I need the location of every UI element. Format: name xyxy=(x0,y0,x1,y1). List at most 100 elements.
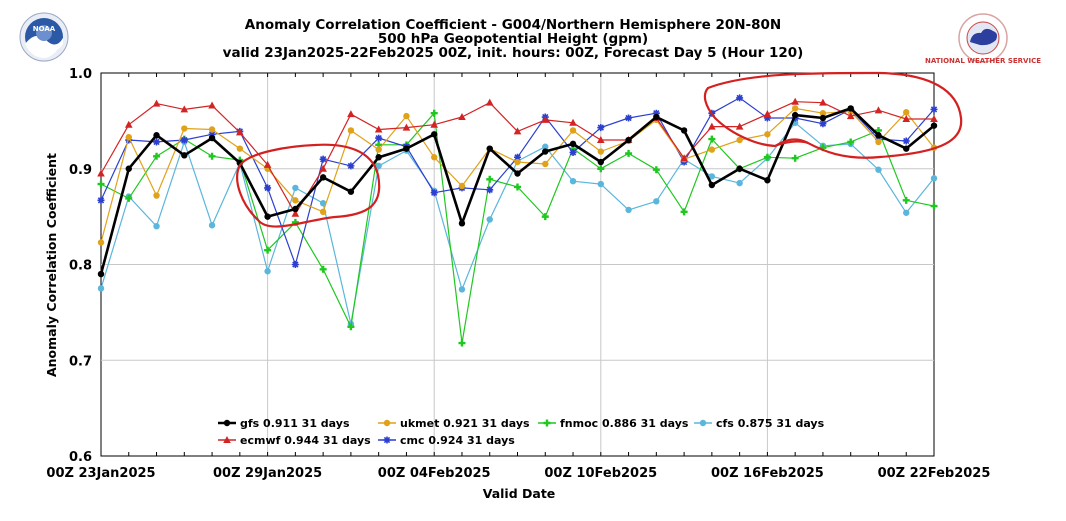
data-point-gfs xyxy=(153,132,160,139)
data-point-cfs xyxy=(625,206,632,214)
data-point-fnmoc xyxy=(625,149,633,157)
data-point-gfs xyxy=(319,174,327,181)
legend-label-cfs: cfs 0.875 31 days xyxy=(716,417,825,430)
data-point-fnmoc xyxy=(264,246,272,254)
axes: 0.6 0.7 0.8 0.9 1.0 00Z 23Jan2025 00Z 29Jan202… xyxy=(46,67,990,481)
data-point-gfs xyxy=(181,152,188,159)
data-point-ecmwf xyxy=(402,123,411,131)
data-point-ukmet xyxy=(764,131,771,138)
data-point-gfs xyxy=(403,145,410,152)
legend-name-fnmoc: fnmoc xyxy=(560,417,598,430)
data-point-cmc xyxy=(736,94,744,102)
data-point-ecmwf xyxy=(680,154,688,162)
nws-logo: NATIONAL WEATHER SERVICE xyxy=(925,13,1041,65)
data-point-gfs xyxy=(819,114,827,122)
x-tick-label: 00Z 04Feb2025 xyxy=(378,466,491,481)
x-tick-label: 00Z 16Feb2025 xyxy=(711,466,824,481)
data-point-ecmwf xyxy=(708,122,716,130)
chart-title-line1: Anomaly Correlation Coefficient - G004/N… xyxy=(245,17,781,33)
x-tick-label: 00Z 29Jan2025 xyxy=(213,466,322,481)
data-point-fnmoc xyxy=(652,166,660,174)
data-point-ukmet xyxy=(903,109,910,116)
data-point-cfs xyxy=(930,175,938,182)
data-point-gfs xyxy=(347,188,355,195)
data-point-cfs xyxy=(542,143,549,150)
x-axis-label: Valid Date xyxy=(483,486,556,501)
legend-item-gfs: gfs 0.911 31 days xyxy=(218,417,350,430)
data-point-ukmet xyxy=(236,145,244,152)
data-point-gfs xyxy=(431,131,438,138)
legend-item-cmc: cmc 0.924 31 days xyxy=(378,434,515,447)
legend-score-cfs: 0.875 xyxy=(734,417,773,430)
data-point-ecmwf xyxy=(180,105,189,113)
data-point-gfs xyxy=(208,134,216,142)
data-point-fnmoc xyxy=(541,213,549,221)
noaa-logo-text: NOAA xyxy=(33,25,56,33)
chart-title-line2: 500 hPa Geopotential Height (gpm) xyxy=(378,31,648,47)
data-point-fnmoc xyxy=(597,165,605,173)
data-point-cmc xyxy=(97,196,105,204)
data-point-ukmet xyxy=(153,192,160,199)
data-point-ecmwf xyxy=(152,99,161,107)
legend-marker-ukmet xyxy=(383,419,391,427)
data-point-ecmwf xyxy=(485,98,494,106)
data-point-ecmwf xyxy=(374,125,383,133)
data-point-fnmoc xyxy=(763,153,771,161)
legend-name-gfs: gfs xyxy=(240,417,260,430)
data-point-fnmoc xyxy=(847,138,855,146)
data-point-ukmet xyxy=(514,158,521,166)
data-point-cmc xyxy=(153,138,161,146)
data-point-ukmet xyxy=(875,138,882,146)
data-point-cmc xyxy=(930,105,938,113)
legend-marker-ecmwf xyxy=(223,436,231,443)
data-point-ecmwf xyxy=(513,127,522,135)
data-point-ecmwf xyxy=(291,209,300,217)
data-point-gfs xyxy=(875,132,882,139)
y-tick-label: 0.8 xyxy=(69,259,92,274)
data-point-gfs xyxy=(486,145,493,152)
series-ecmwf xyxy=(97,97,938,217)
data-point-ecmwf xyxy=(263,160,272,168)
data-point-ecmwf xyxy=(236,128,244,136)
data-point-ecmwf xyxy=(902,114,911,122)
data-point-ukmet xyxy=(125,133,132,141)
x-tick-label: 00Z 10Feb2025 xyxy=(544,466,657,481)
data-point-ukmet xyxy=(542,160,549,168)
data-point-gfs xyxy=(708,181,716,189)
data-point-ukmet xyxy=(375,146,382,153)
data-point-ecmwf xyxy=(846,112,855,120)
nws-logo-text: NATIONAL WEATHER SERVICE xyxy=(925,57,1041,65)
legend-name-ecmwf: ecmwf xyxy=(240,434,281,447)
data-point-ukmet xyxy=(819,110,827,117)
legend-label-fnmoc: fnmoc 0.886 31 days xyxy=(560,417,689,430)
data-point-ecmwf xyxy=(763,110,772,118)
legend-item-fnmoc: fnmoc 0.886 31 days xyxy=(538,417,689,430)
data-point-cfs xyxy=(736,179,743,187)
data-point-fnmoc xyxy=(514,183,521,191)
chart-title-line3: valid 23Jan2025-22Feb2025 00Z, init. hou… xyxy=(223,45,804,61)
series-gfs xyxy=(97,105,938,278)
data-point-cmc xyxy=(514,153,521,161)
data-point-gfs xyxy=(97,270,105,278)
legend-marker-fnmoc xyxy=(543,419,551,427)
annotation-circle-left xyxy=(236,143,381,228)
data-point-ecmwf xyxy=(97,169,105,177)
legend-days-ukmet: 31 days xyxy=(478,417,530,430)
data-point-ecmwf xyxy=(124,120,133,128)
data-point-fnmoc xyxy=(486,175,494,183)
legend-days-cmc: 31 days xyxy=(463,434,515,447)
data-point-ukmet xyxy=(431,154,438,161)
data-point-gfs xyxy=(125,165,132,172)
legend-days-ecmwf: 31 days xyxy=(319,434,371,447)
legend-days-gfs: 31 days xyxy=(298,417,350,430)
series-ukmet xyxy=(97,105,938,246)
data-point-ukmet xyxy=(403,112,410,120)
data-point-ecmwf xyxy=(430,120,438,128)
data-point-cfs xyxy=(208,222,216,229)
data-point-cmc xyxy=(375,134,383,142)
data-point-cmc xyxy=(180,136,188,144)
legend-marker-cfs xyxy=(699,419,707,427)
data-point-cfs xyxy=(653,198,660,205)
data-point-cfs xyxy=(708,173,716,180)
